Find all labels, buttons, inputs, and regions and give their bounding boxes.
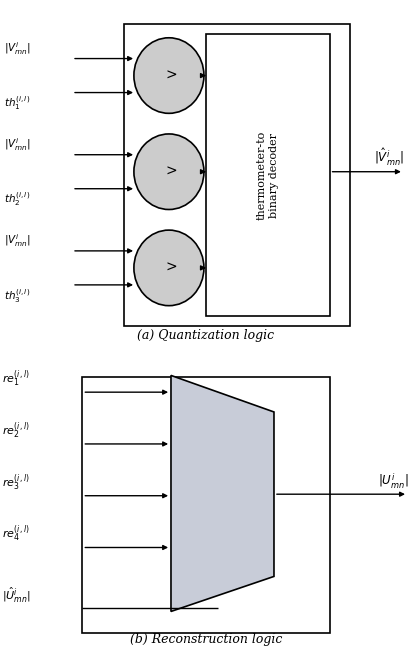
Text: $re_1^{(i,l)}$: $re_1^{(i,l)}$ [2, 368, 30, 389]
Text: >: > [165, 69, 177, 82]
Text: $re_4^{(i,l)}$: $re_4^{(i,l)}$ [2, 524, 30, 544]
Text: $th_3^{(i,l)}$: $th_3^{(i,l)}$ [4, 286, 30, 305]
Text: (a) Quantization logic: (a) Quantization logic [138, 329, 274, 341]
Ellipse shape [134, 134, 204, 209]
Text: $|U^i_{mn}|$: $|U^i_{mn}|$ [378, 472, 408, 491]
Ellipse shape [134, 230, 204, 306]
Text: thermometer-to
binary decoder: thermometer-to binary decoder [257, 130, 279, 220]
Text: (b) Reconstruction logic: (b) Reconstruction logic [130, 634, 282, 647]
Text: $|\hat{U}^i_{mn}|$: $|\hat{U}^i_{mn}|$ [2, 586, 31, 605]
Text: $re_2^{(i,l)}$: $re_2^{(i,l)}$ [2, 420, 30, 441]
Bar [206, 34, 330, 316]
Text: >: > [165, 261, 177, 275]
Text: $|\hat{V}^i_{mn}|$: $|\hat{V}^i_{mn}|$ [375, 147, 405, 168]
Text: $|V^i_{mn}|$: $|V^i_{mn}|$ [4, 233, 31, 249]
Polygon shape [171, 375, 274, 612]
Text: $|V^i_{mn}|$: $|V^i_{mn}|$ [4, 40, 31, 57]
Text: $th_1^{(i,l)}$: $th_1^{(i,l)}$ [4, 94, 30, 112]
Text: $|V^i_{mn}|$: $|V^i_{mn}|$ [4, 136, 31, 153]
Text: $th_2^{(i,l)}$: $th_2^{(i,l)}$ [4, 191, 30, 209]
Text: >: > [165, 165, 177, 179]
Bar [82, 377, 330, 632]
Text: $re_3^{(i,l)}$: $re_3^{(i,l)}$ [2, 472, 30, 492]
Ellipse shape [134, 38, 204, 113]
Bar [124, 24, 350, 327]
